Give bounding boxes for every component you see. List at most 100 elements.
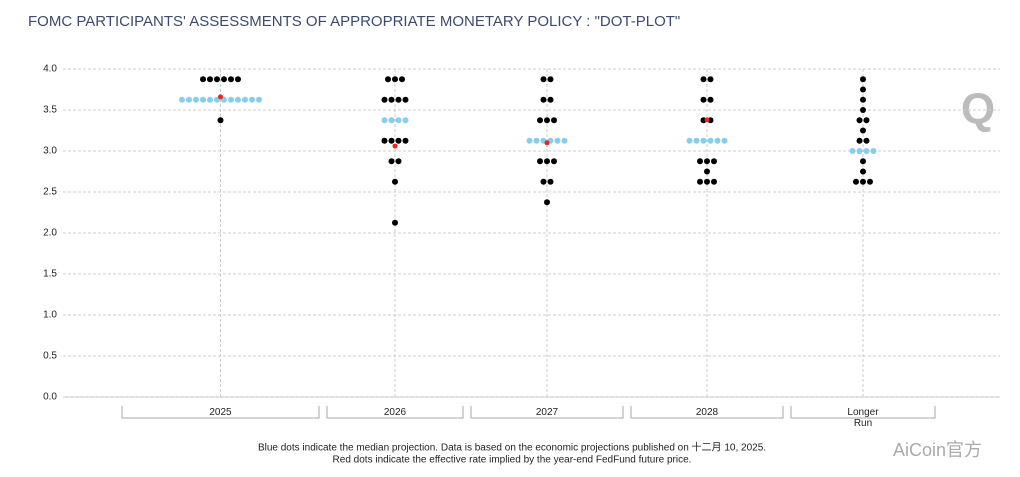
participant-dot	[193, 96, 199, 103]
x-tick-label: 2025	[209, 407, 232, 418]
participant-dot	[711, 158, 717, 165]
participant-dot	[860, 76, 866, 83]
participant-dot	[721, 137, 728, 144]
participant-dot	[402, 96, 409, 103]
participant-dot	[392, 76, 398, 83]
participant-dot	[551, 158, 557, 165]
category-bracket	[326, 406, 464, 419]
category-bracket	[470, 406, 624, 419]
participant-dot	[856, 137, 863, 144]
participant-dot	[388, 117, 395, 124]
participant-dot	[526, 137, 533, 144]
participant-dot	[388, 137, 395, 144]
participant-dot	[540, 76, 547, 83]
participant-dot	[200, 96, 206, 103]
implied-rate-dot	[544, 140, 550, 146]
x-tick-label: 2026	[383, 407, 407, 418]
implied-rate-dot	[704, 117, 710, 123]
participant-dot	[533, 137, 540, 144]
participant-dot	[700, 96, 707, 103]
participant-dot	[537, 158, 543, 165]
participant-dot	[547, 178, 554, 185]
participant-dot	[856, 148, 863, 154]
participant-dot	[707, 96, 714, 103]
y-tick-label: 4.0	[43, 64, 57, 75]
participant-dot	[381, 96, 388, 103]
participant-dot	[551, 117, 557, 124]
participant-dot	[221, 76, 227, 83]
participant-dot	[392, 219, 398, 226]
participant-dot	[242, 96, 248, 103]
participant-dot	[395, 96, 402, 103]
participant-dot	[860, 96, 866, 103]
note: Blue dots indicate the median projection…	[258, 441, 766, 454]
y-tick-label: 2.0	[43, 228, 57, 239]
participant-dot	[707, 76, 714, 83]
participant-dot	[704, 178, 710, 185]
participant-dot	[395, 117, 402, 124]
participant-dot	[388, 96, 395, 103]
participant-dot	[711, 178, 717, 185]
participant-dot	[700, 137, 707, 144]
participant-dot	[686, 137, 693, 144]
participant-dot	[867, 178, 873, 185]
participant-dot	[385, 76, 391, 83]
participant-dot	[547, 96, 554, 103]
participant-dot	[707, 137, 714, 144]
participant-dot	[697, 158, 703, 165]
participant-dot	[693, 137, 700, 144]
participant-dot	[200, 76, 206, 83]
participant-dot	[249, 96, 255, 103]
participant-dot	[860, 86, 866, 93]
category-bracket	[121, 406, 320, 419]
participant-dot	[186, 96, 192, 103]
participant-dot	[381, 137, 388, 144]
watermark: AiCoin官方	[893, 440, 982, 460]
participant-dot	[207, 76, 213, 83]
participant-dot	[395, 158, 402, 165]
implied-rate-dot	[218, 94, 223, 100]
participant-dot	[860, 107, 866, 113]
participant-dot	[214, 76, 220, 83]
participant-dot	[217, 117, 224, 124]
participant-dot	[863, 148, 870, 154]
participant-dot	[870, 148, 877, 154]
participant-dot	[235, 96, 241, 103]
participant-dot	[228, 76, 234, 83]
participant-dot	[700, 76, 707, 83]
participant-dot	[860, 178, 866, 185]
participant-dot	[860, 168, 866, 175]
participant-dot	[388, 158, 395, 165]
participant-dot	[235, 76, 241, 83]
participant-dot	[402, 137, 409, 144]
participant-dot	[561, 137, 568, 144]
logo: Q	[961, 85, 995, 134]
participant-dot	[704, 158, 710, 165]
participant-dot	[547, 76, 554, 83]
participant-dot	[256, 96, 262, 103]
participant-dot	[381, 117, 388, 124]
participant-dot	[402, 117, 409, 124]
participant-dot	[544, 158, 550, 165]
participant-dot	[860, 158, 866, 165]
y-tick-label: 3.0	[43, 146, 57, 157]
participant-dot	[207, 96, 213, 103]
x-tick-label: 2028	[695, 407, 719, 418]
y-tick-label: 1.5	[43, 269, 57, 280]
participant-dot	[856, 117, 863, 124]
participant-dot	[544, 199, 550, 206]
x-tick-label: 2027	[535, 407, 559, 418]
participant-dot	[853, 178, 859, 185]
participant-dot	[537, 117, 543, 124]
category-bracket	[630, 406, 784, 419]
implied-rate-dot	[392, 143, 398, 149]
participant-dot	[179, 96, 185, 103]
participant-dot	[228, 96, 234, 103]
participant-dot	[697, 178, 703, 185]
participant-dot	[395, 137, 402, 144]
category-bracket	[790, 406, 936, 419]
participant-dot	[704, 168, 710, 175]
participant-dot	[544, 117, 550, 124]
